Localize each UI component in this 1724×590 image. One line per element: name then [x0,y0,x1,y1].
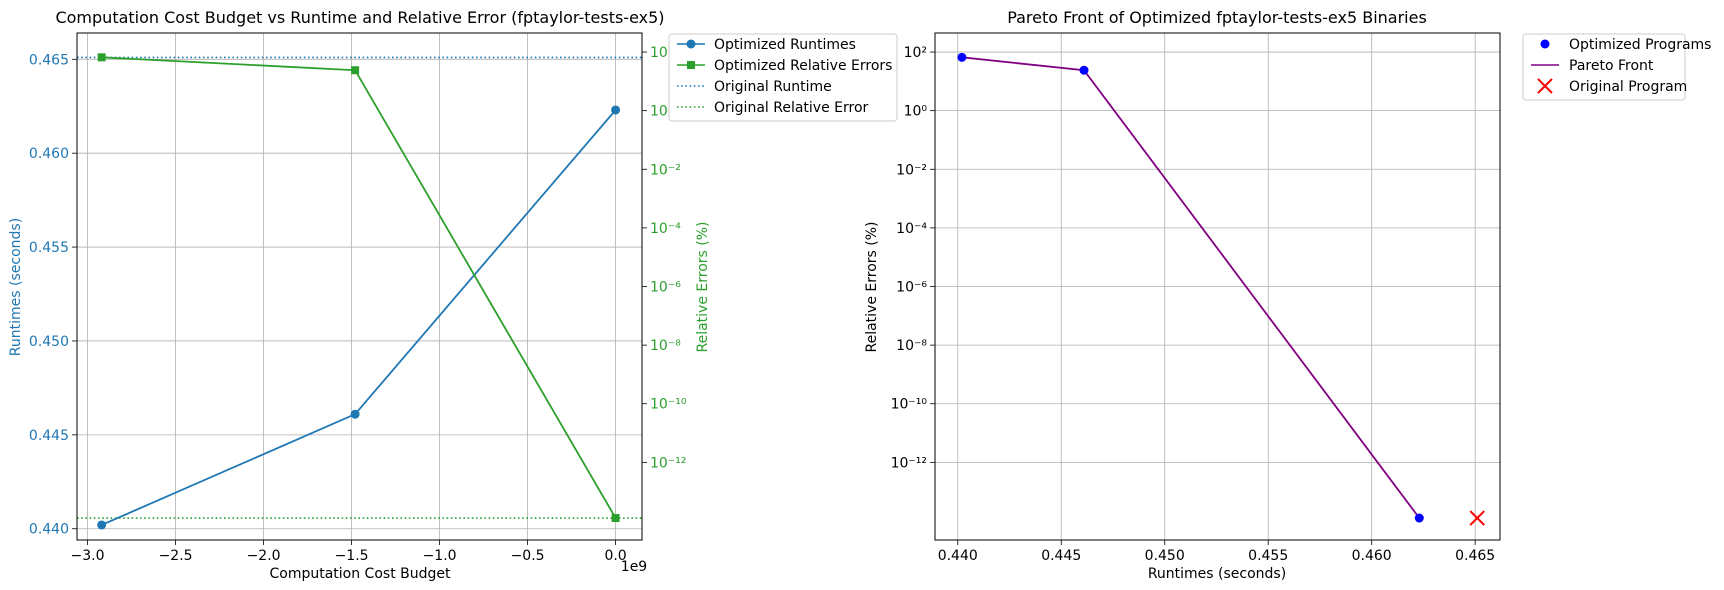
y-left-tick-label: 0.460 [29,146,69,162]
y-right-tick-label: 10⁻¹² [650,455,686,471]
y-right-tick-label: 10⁰ [650,104,674,120]
y-tick-label: 10⁻¹² [891,455,927,471]
chart-title: Pareto Front of Optimized fptaylor-tests… [1007,8,1427,27]
data-point [351,66,360,75]
data-point [350,409,360,419]
x-tick-label: −1.0 [423,548,457,564]
x-tick-label: −1.5 [335,548,369,564]
chart-pareto-front: Pareto Front of Optimized fptaylor-tests… [864,8,1711,582]
legend-entry-optimized-runtimes: Optimized Runtimes [677,37,856,53]
y-right-tick-label: 10⁻⁸ [650,338,681,354]
x-tick-label: 0.0 [604,548,626,564]
x-axis-label: Computation Cost Budget [269,566,451,582]
legend-marker [1537,78,1553,94]
legend-box [1522,33,1686,101]
y-left-tick-label: 0.465 [29,52,69,68]
data-point [611,514,620,523]
legend-label: Original Runtime [714,79,832,95]
y-tick-label: 10⁻⁶ [896,280,927,296]
y-left-tick-label: 0.440 [29,522,69,538]
x-tick-label: 0.440 [938,548,978,564]
x-axis-ticks: −3.0 −2.5 −2.0 −1.5 −1.0 −0.5 0.0 [71,540,627,564]
y-axis-ticks: 10⁻¹² 10⁻¹⁰ 10⁻⁸ 10⁻⁶ 10⁻⁴ 10⁻² 10⁰ 10² [891,45,935,471]
plot-frame [76,32,643,541]
x-tick-label: −3.0 [71,548,105,564]
x-tick-label: −2.0 [247,548,281,564]
scatter-point [957,52,967,62]
y-tick-label: 10⁰ [904,104,928,120]
y-tick-label: 10⁻⁸ [896,338,927,354]
legend: Optimized Runtimes Optimized Relative Er… [668,33,898,122]
series-line [101,56,617,519]
y-axis-right-label: Relative Errors (%) [695,221,711,352]
x-tick-label: 0.460 [1352,548,1392,564]
series-layer [97,53,621,530]
x-axis-ticks: 0.440 0.445 0.450 0.455 0.460 0.465 [938,540,1495,564]
y-axis-left-ticks: 0.440 0.445 0.450 0.455 0.460 0.465 [29,52,77,538]
legend-entry-original-program: Original Program [1537,78,1687,95]
y-tick-label: 10⁻² [896,162,927,178]
data-point [611,105,621,115]
y-tick-label: 10⁻⁴ [896,221,927,237]
x-tick-label: 0.445 [1041,548,1081,564]
legend-entry-pareto-front: Pareto Front [1531,58,1654,74]
legend-box [668,33,898,122]
legend-label: Optimized Programs [1569,37,1711,53]
legend-marker [687,61,695,69]
y-right-tick-label: 10⁻⁴ [650,221,681,237]
x-tick-label: 0.455 [1248,548,1288,564]
scatter-point [1414,513,1424,523]
y-axis-right-ticks: 10⁻¹² 10⁻¹⁰ 10⁻⁸ 10⁻⁶ 10⁻⁴ 10⁻² 10⁰ 10² [642,45,687,471]
legend: Optimized Programs Pareto Front Original… [1522,33,1711,101]
grid [77,33,642,540]
chart-title: Computation Cost Budget vs Runtime and R… [55,8,664,27]
y-left-tick-label: 0.450 [29,334,69,350]
y-right-tick-label: 10² [650,45,673,61]
legend-label: Pareto Front [1569,58,1654,74]
original-program-marker [1469,510,1485,526]
x-tick-label: 0.450 [1145,548,1185,564]
x-offset-label: 1e9 [621,559,647,575]
y-axis-label: Relative Errors (%) [864,221,880,352]
x-tick-label: −0.5 [511,548,545,564]
legend-marker [686,39,696,49]
legend-label: Optimized Runtimes [714,37,856,53]
y-axis-left-label: Runtimes (seconds) [8,218,24,356]
chart-budget-vs-runtime-error: Computation Cost Budget vs Runtime and R… [8,8,898,582]
y-tick-label: 10⁻¹⁰ [891,397,928,413]
x-tick-label: −2.5 [159,548,193,564]
y-right-tick-label: 10⁻¹⁰ [650,397,687,413]
legend-label: Original Relative Error [714,100,869,116]
y-left-tick-label: 0.455 [29,240,69,256]
reference-lines [77,56,642,519]
x-tick-label: 0.465 [1455,548,1495,564]
y-left-tick-label: 0.445 [29,428,69,444]
x-axis-label: Runtimes (seconds) [1148,566,1286,582]
data-point [97,520,107,530]
series-layer [957,52,1485,526]
legend-label: Original Program [1569,79,1687,95]
legend-entry-original-runtime: Original Runtime [677,79,832,95]
legend-marker [1540,39,1550,49]
data-point [97,53,106,62]
series-line [101,109,617,526]
y-right-tick-label: 10⁻² [650,162,681,178]
grid [935,33,1500,540]
y-tick-label: 10² [904,45,927,61]
y-right-tick-label: 10⁻⁶ [650,280,681,296]
pareto-front-line [961,56,1421,519]
legend-label: Optimized Relative Errors [714,58,892,74]
scatter-point [1079,65,1089,75]
legend-entry-original-relative-error: Original Relative Error [677,100,869,116]
legend-entry-optimized-programs: Optimized Programs [1540,37,1711,53]
legend-entry-optimized-relative-errors: Optimized Relative Errors [677,58,892,74]
